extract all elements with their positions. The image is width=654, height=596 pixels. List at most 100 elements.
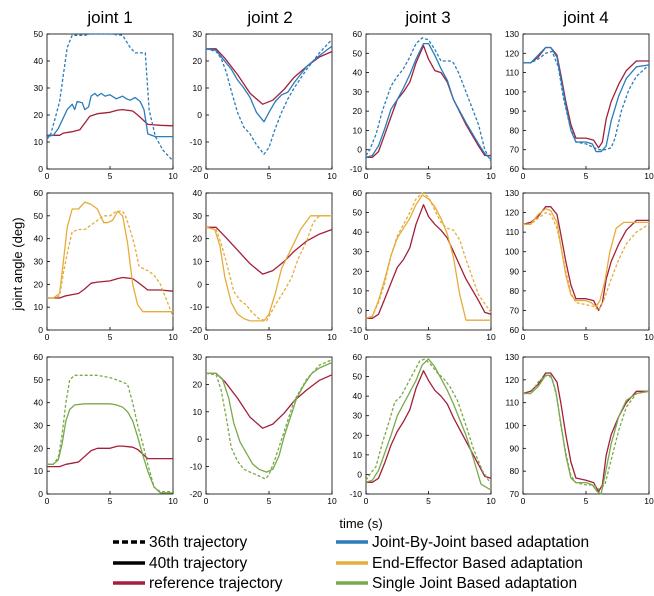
- x-tick-label: 10: [168, 496, 178, 506]
- y-tick-label: -10: [350, 164, 363, 174]
- series-line-reference: [366, 44, 491, 159]
- series-line-reference: [523, 46, 649, 149]
- subplot-r2-c0: 0 5 10 0 10 20 30 40 50 60: [34, 352, 178, 506]
- y-tick-label: 80: [510, 466, 520, 476]
- series-line-36th: [523, 374, 650, 491]
- y-tick-label: 60: [34, 352, 44, 362]
- y-tick-label: 60: [510, 164, 520, 174]
- y-tick-label: 10: [353, 450, 363, 460]
- y-tick-label: 0: [357, 469, 362, 479]
- series-line-40th: [46, 92, 173, 138]
- y-tick-label: 0: [197, 434, 202, 444]
- y-tick-label: 30: [193, 211, 203, 221]
- x-tick-label: 10: [644, 332, 654, 342]
- series-line-reference: [206, 372, 333, 429]
- legend-label: Single Joint Based adaptation: [372, 575, 577, 592]
- legend-item: 36th trajectory: [113, 534, 247, 551]
- x-tick-label: 0: [45, 332, 50, 342]
- x-tick-label: 0: [204, 332, 209, 342]
- y-tick-label: 120: [505, 48, 519, 58]
- series-line-36th: [205, 38, 333, 155]
- y-tick-label: 30: [353, 247, 363, 257]
- x-tick-label: 5: [267, 171, 272, 181]
- y-tick-label: -10: [190, 137, 203, 147]
- y-tick-label: 0: [357, 305, 362, 315]
- column-title-joint-1: joint 1: [86, 8, 132, 27]
- y-tick-label: 20: [34, 279, 44, 289]
- y-tick-label: 30: [193, 352, 203, 362]
- y-tick-label: 20: [34, 443, 44, 453]
- series-line-36th: [365, 192, 492, 319]
- y-tick-label: 60: [353, 352, 363, 362]
- series-line-36th: [523, 211, 650, 312]
- y-tick-label: 40: [353, 68, 363, 78]
- x-tick-label: 0: [364, 496, 369, 506]
- legend-label: Joint-By-Joint based adaptation: [372, 534, 589, 551]
- x-tick-label: 0: [521, 171, 526, 181]
- series-line-40th: [365, 42, 492, 160]
- subplot-r0-c0: 0 5 10 0 10 20 30 40 50: [34, 29, 178, 181]
- y-tick-label: 40: [34, 398, 44, 408]
- x-tick-label: 5: [584, 332, 589, 342]
- series-line-36th: [47, 210, 174, 317]
- y-tick-label: 20: [353, 266, 363, 276]
- y-tick-label: 30: [34, 421, 44, 431]
- plot-frame: [522, 192, 650, 331]
- series-line-reference: [47, 108, 174, 136]
- y-tick-label: 0: [38, 489, 43, 499]
- y-tick-label: 20: [353, 106, 363, 116]
- x-tick-label: 5: [267, 332, 272, 342]
- y-tick-label: 50: [353, 208, 363, 218]
- x-tick-label: 0: [204, 171, 209, 181]
- x-tick-label: 5: [584, 171, 589, 181]
- legend-item: Joint-By-Joint based adaptation: [336, 534, 589, 551]
- legend-item: 40th trajectory: [113, 555, 247, 572]
- series-line-36th: [47, 374, 173, 493]
- series-line-40th: [205, 45, 333, 123]
- column-titles: joint 1 joint 2 joint 3 joint 4: [86, 8, 608, 27]
- series-line-reference: [47, 276, 174, 299]
- y-tick-label: 0: [38, 164, 43, 174]
- legend-label: reference trajectory: [149, 575, 283, 592]
- y-tick-label: 10: [193, 407, 203, 417]
- y-tick-label: 20: [193, 56, 203, 66]
- y-tick-label: 90: [510, 266, 520, 276]
- subplot-r1-c0: 0 5 10 0 10 20 30 40 50 60: [34, 188, 178, 342]
- y-tick-label: 40: [353, 227, 363, 237]
- x-tick-label: 0: [204, 496, 209, 506]
- plot-frame: [205, 192, 333, 331]
- x-tick-label: 10: [327, 332, 337, 342]
- y-tick-label: -10: [190, 302, 203, 312]
- subplot-r2-c1: 0 5 10 -20 -10 0 10 20 30: [190, 352, 337, 506]
- x-tick-label: 0: [364, 332, 369, 342]
- plot-frame: [365, 33, 492, 170]
- x-tick-label: 5: [426, 332, 431, 342]
- x-tick-label: 5: [426, 496, 431, 506]
- y-tick-label: 50: [34, 29, 44, 39]
- series-line-40th: [47, 403, 173, 494]
- y-tick-label: 30: [34, 257, 44, 267]
- y-tick-label: 80: [510, 286, 520, 296]
- y-tick-label: 100: [505, 421, 519, 431]
- y-tick-label: 40: [34, 234, 44, 244]
- y-tick-label: 20: [193, 234, 203, 244]
- x-tick-label: 5: [584, 496, 589, 506]
- x-tick-label: 10: [486, 496, 496, 506]
- y-tick-label: 90: [510, 106, 520, 116]
- series-line-40th: [365, 358, 492, 491]
- x-tick-label: 10: [644, 171, 654, 181]
- x-tick-label: 10: [168, 332, 178, 342]
- y-tick-label: 30: [193, 29, 203, 39]
- x-tick-label: 5: [108, 171, 113, 181]
- plot-frame: [365, 356, 492, 495]
- series-line-40th: [205, 215, 332, 322]
- x-tick-label: 5: [108, 332, 113, 342]
- y-tick-label: 20: [34, 110, 44, 120]
- x-axis-label: time (s): [339, 516, 382, 531]
- y-tick-label: 110: [505, 398, 519, 408]
- y-tick-label: 0: [357, 145, 362, 155]
- series-line-36th: [205, 215, 332, 322]
